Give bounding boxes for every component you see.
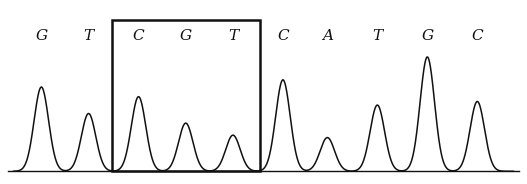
Text: A: A: [322, 29, 333, 43]
Text: C: C: [133, 29, 144, 43]
Text: T: T: [83, 29, 94, 43]
Text: C: C: [277, 29, 289, 43]
Text: G: G: [35, 29, 47, 43]
Text: T: T: [228, 29, 238, 43]
Text: G: G: [180, 29, 192, 43]
Bar: [112, 20, 260, 171]
Text: C: C: [472, 29, 483, 43]
Text: G: G: [421, 29, 433, 43]
Text: T: T: [372, 29, 383, 43]
